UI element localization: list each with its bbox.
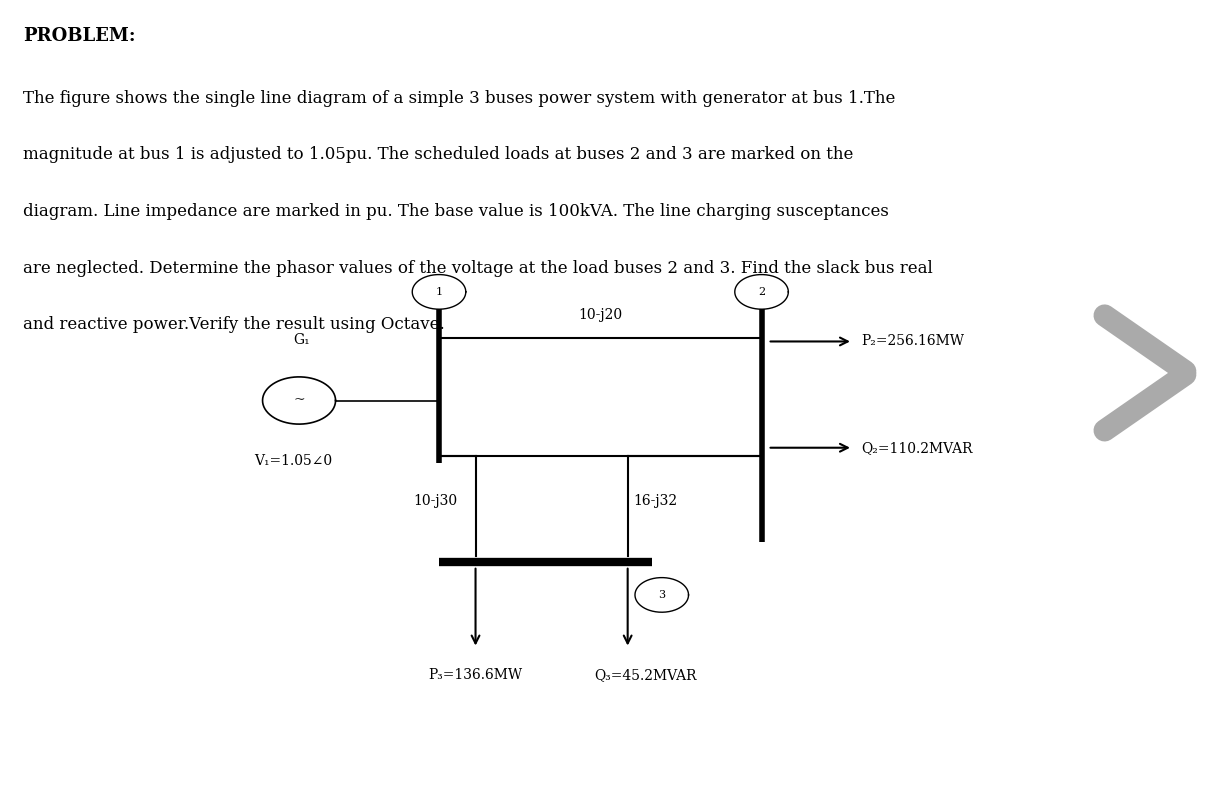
Text: G₁: G₁ xyxy=(293,333,310,347)
Text: 10-j30: 10-j30 xyxy=(414,494,457,508)
Text: Q₃=45.2MVAR: Q₃=45.2MVAR xyxy=(595,668,697,682)
Text: 3: 3 xyxy=(659,590,665,600)
Text: Q₂=110.2MVAR: Q₂=110.2MVAR xyxy=(862,441,972,455)
Text: The figure shows the single line diagram of a simple 3 buses power system with g: The figure shows the single line diagram… xyxy=(22,90,895,107)
Text: magnitude at bus 1 is adjusted to 1.05pu. The scheduled loads at buses 2 and 3 a: magnitude at bus 1 is adjusted to 1.05pu… xyxy=(22,147,853,163)
Text: 16-j32: 16-j32 xyxy=(634,494,678,508)
Text: 1: 1 xyxy=(436,287,443,297)
Text: P₃=136.6MW: P₃=136.6MW xyxy=(428,668,523,682)
Text: ~: ~ xyxy=(293,393,305,408)
Text: V₁=1.05∠0: V₁=1.05∠0 xyxy=(254,454,332,468)
Text: 2: 2 xyxy=(758,287,766,297)
Text: are neglected. Determine the phasor values of the voltage at the load buses 2 an: are neglected. Determine the phasor valu… xyxy=(22,260,933,276)
Text: 10-j20: 10-j20 xyxy=(579,308,623,322)
Text: and reactive power.Verify the result using Octave.: and reactive power.Verify the result usi… xyxy=(22,316,444,333)
Text: P₂=256.16MW: P₂=256.16MW xyxy=(862,335,964,348)
Text: diagram. Line impedance are marked in pu. The base value is 100kVA. The line cha: diagram. Line impedance are marked in pu… xyxy=(22,203,889,220)
Text: PROBLEM:: PROBLEM: xyxy=(22,26,135,45)
